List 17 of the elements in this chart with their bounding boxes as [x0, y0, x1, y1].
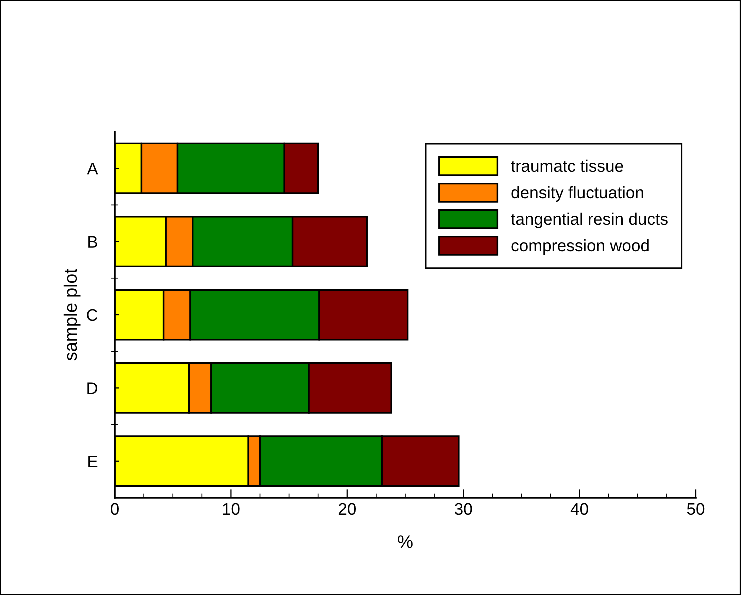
x-axis-title: %: [398, 536, 413, 548]
x-tick-label: 0: [111, 503, 119, 516]
x-tick-label: 40: [570, 503, 588, 516]
legend-label: tangential resin ducts: [511, 212, 668, 228]
x-tick-label: 20: [338, 503, 356, 516]
legend-label: density fluctuation: [512, 186, 644, 202]
y-axis-title: sample plot: [64, 268, 81, 361]
x-tick-label: 30: [454, 503, 472, 516]
y-tick-label: C: [87, 309, 98, 322]
y-tick-label: D: [88, 382, 98, 394]
y-tick-label: A: [87, 163, 98, 175]
legend-label: compression wood: [512, 239, 649, 255]
x-tick-label: 50: [687, 503, 705, 516]
y-tick-label: B: [88, 236, 98, 248]
x-tick-label: 10: [223, 503, 240, 516]
y-tick-label: E: [88, 456, 98, 468]
legend-label: traumatc tissue: [511, 160, 624, 172]
